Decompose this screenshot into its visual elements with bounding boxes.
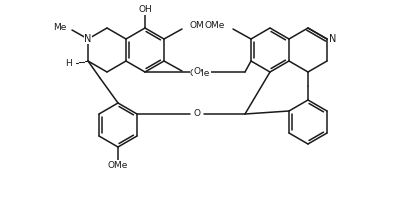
- Text: H: H: [65, 59, 72, 67]
- Text: OMe: OMe: [204, 21, 225, 30]
- Text: OMe: OMe: [190, 21, 210, 30]
- Text: N: N: [329, 34, 337, 44]
- Text: OH: OH: [138, 6, 152, 15]
- Text: Me: Me: [52, 22, 66, 31]
- Text: O: O: [194, 109, 200, 118]
- Text: OMe: OMe: [108, 161, 128, 170]
- Text: O: O: [194, 67, 200, 76]
- Text: OMe: OMe: [190, 69, 210, 78]
- Text: N: N: [84, 34, 92, 44]
